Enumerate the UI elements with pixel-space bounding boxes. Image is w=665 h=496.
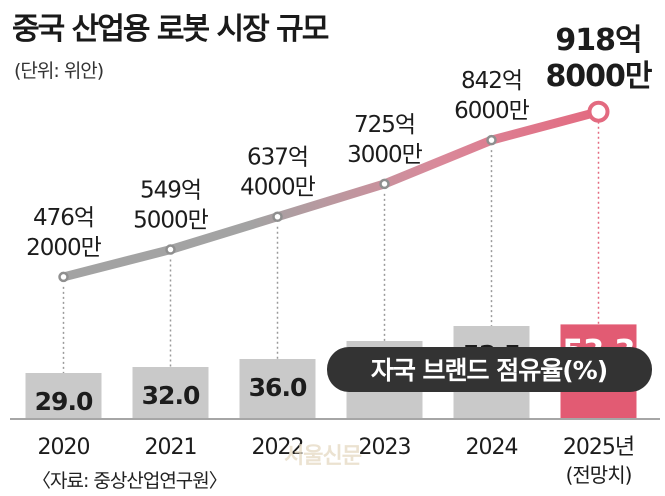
point-label-2024-line1: 842억	[461, 68, 522, 94]
watermark: 서울신문	[284, 444, 362, 469]
point-label-2021-line1: 549억	[140, 178, 201, 204]
trend-point-2023	[379, 178, 390, 190]
unit-note: (단위: 위안)	[14, 60, 104, 82]
legend-label: 자국 브랜드 점유율(%)	[371, 356, 607, 385]
category-label-2022: 2022	[252, 435, 304, 460]
point-label-2020-line2: 2000만	[26, 235, 102, 261]
category-label-2021: 2021	[145, 435, 197, 460]
legend-box	[327, 347, 652, 392]
category-label-2024: 2024	[466, 435, 518, 460]
trend-point-2024	[486, 134, 497, 146]
bar-label-2021: 32.0	[142, 381, 200, 410]
point-label-2023-line2: 3000만	[347, 142, 423, 168]
bar-2021	[132, 367, 209, 418]
source-note: 〈자료: 중상산업연구원〉	[32, 470, 228, 492]
point-label-2025년-line2: 8000만	[545, 59, 652, 94]
point-label-2025년-line1: 918억	[555, 23, 641, 58]
point-label-2020-line1: 476억	[33, 205, 94, 231]
bar-label-2022: 36.0	[249, 373, 307, 402]
point-label-2022-line2: 4000만	[240, 175, 316, 201]
category-label-2020: 2020	[38, 435, 90, 460]
point-label-2022-line1: 637억	[247, 145, 308, 171]
trend-point-2021	[165, 244, 176, 255]
point-label-2021-line2: 5000만	[133, 208, 209, 234]
trend-point-2020	[58, 271, 69, 283]
trend-line	[59, 107, 603, 282]
category-label-2023: 2023	[359, 435, 411, 460]
category-label-2025년: 2025년	[563, 435, 634, 460]
trend-point-2025년	[587, 100, 610, 123]
bar-2022	[239, 359, 316, 418]
point-label-2023-line1: 725억	[354, 112, 415, 138]
bar-2020	[25, 373, 102, 418]
bar-label-2020: 29.0	[35, 387, 93, 416]
trend-point-2022	[272, 211, 283, 222]
category-note: (전망치)	[566, 463, 632, 487]
chart-title: 중국 산업용 로봇 시장 규모	[12, 12, 329, 47]
point-label-2024-line2: 6000만	[454, 98, 530, 124]
